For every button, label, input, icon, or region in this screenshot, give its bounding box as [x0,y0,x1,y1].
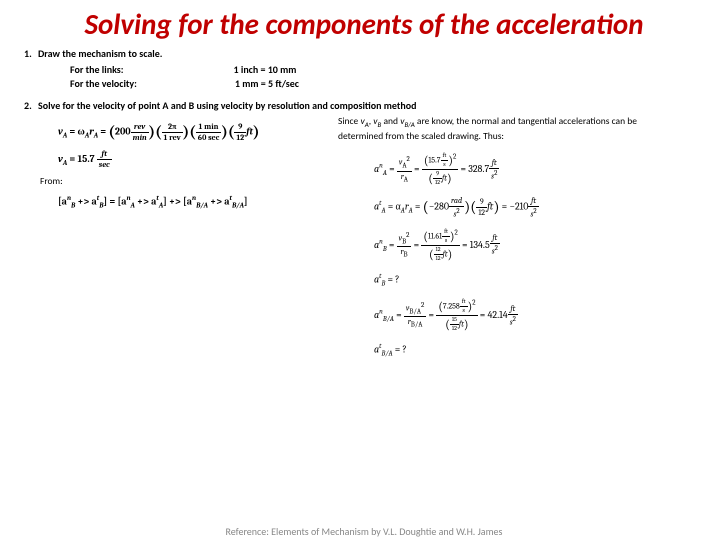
reference-text: Reference: Elements of Mechanism by V.L.… [0,525,728,538]
body: 1.Draw the mechanism to scale. For the l… [24,47,704,369]
col-right: Since vA, vB and vB/A are know, the norm… [338,115,704,369]
col-left: vA = ωArA = (200revmin)(2π1 rev)(1 min60… [24,115,318,369]
step-1a-val: 1 inch = 10 mm [234,63,297,76]
step-2-text: Solve for the velocity of point A and B … [38,99,416,112]
step-1a-label: For the links: [70,63,124,76]
slide-content: Solving for the components of the accele… [0,0,728,369]
note-line-2: determined from the scaled drawing. Thus… [338,130,704,143]
eq-atBA: atB/A = ? [374,342,704,359]
eq-atA: atA = αArA = (−280rads2)(912ft) = −210ft… [374,196,704,218]
step-2-num: 2. [24,99,38,113]
step-1-num: 1. [24,47,38,61]
step-1b-label: For the velocity: [70,77,137,90]
eq-atB: atB = ? [374,272,704,289]
step-2: 2.Solve for the velocity of point A and … [24,99,704,113]
step-1: 1.Draw the mechanism to scale. [24,47,704,61]
step-1a: For the links: 1 inch = 10 mm [70,63,704,77]
eq-anA: anA = vA2rA = (15.7fts)2(912ft) = 328.7f… [374,153,704,186]
note-line-1: Since vA, vB and vB/A are know, the norm… [338,115,704,130]
step-1b: For the velocity: 1 mm = 5 ft/sec [70,77,704,91]
eq-anBA: anB/A = vB/A2rB/A = (7.258fts)2(1512ft) … [374,299,704,332]
step-1-text: Draw the mechanism to scale. [38,47,162,60]
content-columns: vA = ωArA = (200revmin)(2π1 rev)(1 min60… [24,115,704,369]
eq-vA-result: vA = 15.7 ftsec [58,150,318,169]
eq-bracket: [anB +> atB] = [anA +> atA] +> [anB/A +>… [58,194,318,211]
eq-anB: anB = vB2rB = (11.61fts)2(1212ft) = 134.… [374,229,704,262]
slide-title: Solving for the components of the accele… [24,8,704,41]
step-1b-val: 1 mm = 5 ft/sec [235,77,299,90]
eq-vA-expand: vA = ωArA = (200revmin)(2π1 rev)(1 min60… [58,121,318,143]
from-label: From: [40,175,318,188]
